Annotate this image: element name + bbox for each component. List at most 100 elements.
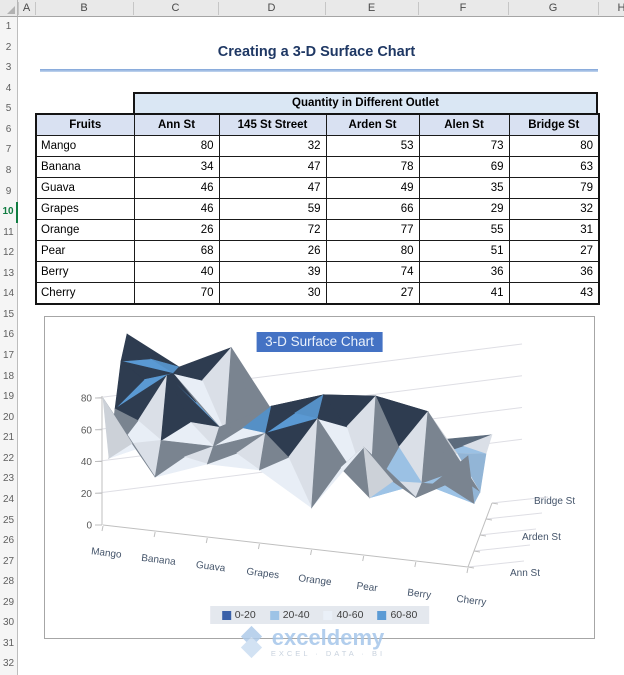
table-banner[interactable]: Quantity in Different Outlet [133,92,598,113]
row-header-12[interactable]: 12 [0,243,18,264]
row-label-cell[interactable]: Cherry [35,282,135,305]
row-header-32[interactable]: 32 [0,654,18,675]
row-header-16[interactable]: 16 [0,325,18,346]
value-cell[interactable]: 30 [218,282,327,305]
row-header-28[interactable]: 28 [0,572,18,593]
value-cell[interactable]: 46 [133,198,220,220]
value-cell[interactable]: 26 [133,219,220,241]
row-header-26[interactable]: 26 [0,531,18,552]
value-cell[interactable]: 55 [418,219,510,241]
value-cell[interactable]: 40 [133,261,220,283]
value-cell[interactable]: 74 [325,261,420,283]
row-header-21[interactable]: 21 [0,428,18,449]
row-header-8[interactable]: 8 [0,160,18,182]
surface-chart[interactable]: 3-D Surface Chart 0-20 20-40 40-60 60-80 [44,316,595,639]
value-cell[interactable]: 69 [418,156,510,178]
value-cell[interactable]: 29 [418,198,510,220]
row-header-1[interactable]: 1 [0,17,18,38]
row-header-15[interactable]: 15 [0,304,18,326]
column-header-cell[interactable]: Bridge St [508,113,600,136]
value-cell[interactable]: 41 [418,282,510,305]
value-cell[interactable]: 31 [508,219,600,241]
value-cell[interactable]: 49 [325,177,420,199]
value-cell[interactable]: 47 [218,177,327,199]
legend-item[interactable]: 40-60 [323,609,363,621]
chart-title[interactable]: 3-D Surface Chart [256,332,383,352]
row-header-18[interactable]: 18 [0,366,18,388]
column-header-cell[interactable]: Fruits [35,113,135,136]
row-header-4[interactable]: 4 [0,78,18,100]
column-header-B[interactable]: B [80,2,88,14]
row-header-6[interactable]: 6 [0,119,18,141]
value-cell[interactable]: 70 [133,282,220,305]
row-header-30[interactable]: 30 [0,613,18,634]
value-cell[interactable]: 27 [508,240,600,262]
value-cell[interactable]: 53 [325,135,420,157]
row-label-cell[interactable]: Orange [35,219,135,241]
column-header-H[interactable]: H [618,0,624,16]
value-cell[interactable]: 68 [133,240,220,262]
value-cell[interactable]: 80 [133,135,220,157]
column-header-cell[interactable]: Ann St [133,113,220,136]
value-cell[interactable]: 43 [508,282,600,305]
worksheet-title[interactable]: Creating a 3-D Surface Chart [217,44,416,60]
row-header-11[interactable]: 11 [0,222,18,244]
value-cell[interactable]: 35 [418,177,510,199]
column-header-F[interactable]: F [459,2,467,14]
row-header-5[interactable]: 5 [0,99,18,120]
value-cell[interactable]: 39 [218,261,327,283]
row-header-19[interactable]: 19 [0,387,18,408]
row-header-25[interactable]: 25 [0,510,18,532]
value-cell[interactable]: 80 [508,135,600,157]
row-label-cell[interactable]: Banana [35,156,135,178]
column-header-D[interactable]: D [267,2,276,14]
legend-item[interactable]: 60-80 [377,609,417,621]
value-cell[interactable]: 27 [325,282,420,305]
value-cell[interactable]: 63 [508,156,600,178]
value-cell[interactable]: 66 [325,198,420,220]
value-cell[interactable]: 32 [218,135,327,157]
row-header-14[interactable]: 14 [0,284,18,305]
value-cell[interactable]: 26 [218,240,327,262]
row-header-23[interactable]: 23 [0,469,18,490]
column-header-G[interactable]: G [548,2,558,14]
column-header-cell[interactable]: Alen St [418,113,510,136]
column-header-cell[interactable]: Arden St [325,113,420,136]
column-header-E[interactable]: E [367,2,376,14]
row-header-9[interactable]: 9 [0,181,18,203]
row-header-22[interactable]: 22 [0,448,18,470]
row-header-24[interactable]: 24 [0,489,18,511]
row-header-20[interactable]: 20 [0,407,18,429]
value-cell[interactable]: 79 [508,177,600,199]
row-header-7[interactable]: 7 [0,140,18,161]
row-header-3[interactable]: 3 [0,58,18,79]
row-header-31[interactable]: 31 [0,633,18,655]
row-label-cell[interactable]: Pear [35,240,135,262]
row-header-17[interactable]: 17 [0,346,18,367]
row-header-29[interactable]: 29 [0,592,18,614]
chart-legend[interactable]: 0-20 20-40 40-60 60-80 [209,606,430,624]
value-cell[interactable]: 78 [325,156,420,178]
row-header-10[interactable]: 10 [0,202,18,223]
value-cell[interactable]: 34 [133,156,220,178]
row-label-cell[interactable]: Mango [35,135,135,157]
column-header-cell[interactable]: 145 St Street [218,113,327,136]
column-header-C[interactable]: C [171,2,180,14]
value-cell[interactable]: 80 [325,240,420,262]
legend-item[interactable]: 20-40 [269,609,310,621]
value-cell[interactable]: 77 [325,219,420,241]
legend-item[interactable]: 0-20 [221,609,256,621]
row-label-cell[interactable]: Grapes [35,198,135,220]
row-header-2[interactable]: 2 [0,37,18,59]
select-all-corner[interactable] [0,0,18,17]
value-cell[interactable]: 73 [418,135,510,157]
row-header-13[interactable]: 13 [0,263,18,285]
value-cell[interactable]: 59 [218,198,327,220]
value-cell[interactable]: 36 [418,261,510,283]
value-cell[interactable]: 47 [218,156,327,178]
value-cell[interactable]: 32 [508,198,600,220]
value-cell[interactable]: 36 [508,261,600,283]
value-cell[interactable]: 51 [418,240,510,262]
value-cell[interactable]: 46 [133,177,220,199]
column-header-A[interactable]: A [22,2,31,14]
